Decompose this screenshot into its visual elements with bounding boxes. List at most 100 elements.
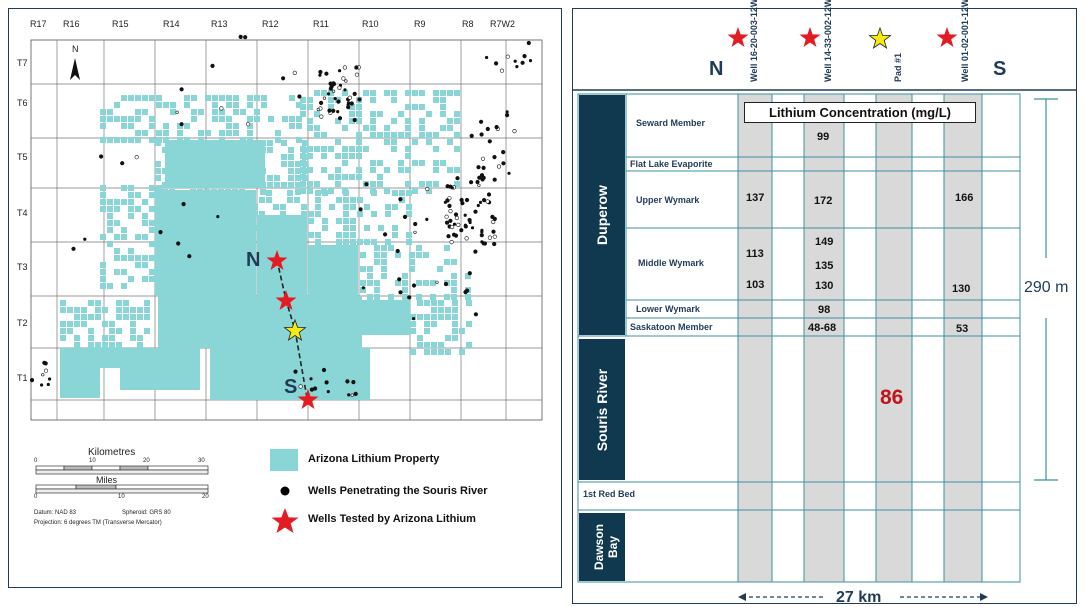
- souris-river-box: [579, 339, 625, 480]
- well-dot: [451, 232, 457, 237]
- property-cell: [466, 300, 472, 306]
- well-dot: [321, 367, 327, 373]
- property-cell: [60, 307, 66, 313]
- property-cell: [419, 160, 425, 166]
- property-cell: [245, 232, 251, 238]
- property-cell: [128, 206, 134, 212]
- property-cell: [252, 204, 258, 210]
- property-cell: [149, 269, 155, 275]
- property-cell: [438, 342, 444, 348]
- property-cell: [135, 255, 141, 261]
- property-cell: [406, 232, 412, 238]
- property-cell: [246, 182, 252, 188]
- datum-text: Datum: NAD 83: [34, 510, 77, 516]
- property-cell: [402, 287, 408, 293]
- property-cell: [300, 174, 306, 180]
- property-cell: [419, 132, 425, 138]
- well-dot: [477, 183, 481, 187]
- property-cell: [424, 328, 430, 334]
- well-dot: [465, 288, 470, 293]
- property-cell: [135, 109, 141, 115]
- well-dot: [158, 230, 163, 235]
- property-cell: [121, 95, 127, 101]
- property-cell: [135, 234, 141, 240]
- property-cell: [423, 252, 429, 258]
- property-cell: [162, 147, 168, 153]
- property-cell: [343, 218, 349, 224]
- property-cell: [95, 300, 101, 306]
- property-cell: [377, 111, 383, 117]
- property-cell: [135, 262, 141, 268]
- property-cell: [100, 199, 106, 205]
- property-cell: [384, 132, 390, 138]
- property-cell: [343, 232, 349, 238]
- property-cell: [424, 321, 430, 327]
- property-cell: [405, 153, 411, 159]
- property-cell: [60, 335, 66, 341]
- property-cell: [392, 232, 398, 238]
- township-label: T7: [17, 58, 28, 68]
- scale-mi-tick: 20: [202, 494, 209, 500]
- property-cell: [212, 102, 218, 108]
- scale-km-tick: 10: [89, 458, 96, 464]
- property-cell: [259, 218, 265, 224]
- property-cell: [371, 239, 377, 245]
- property-cell: [343, 211, 349, 217]
- property-cell: [156, 199, 162, 205]
- property-cell: [370, 125, 376, 131]
- projection-text: Projection: 6 degrees TM (Transverse Mer…: [34, 520, 162, 526]
- scale-mi-tick: 0: [34, 494, 38, 500]
- well-dot: [476, 165, 481, 170]
- well-dot: [473, 312, 479, 317]
- property-cell: [447, 139, 453, 145]
- property-cell: [247, 130, 253, 136]
- value-cell: 113: [746, 248, 764, 260]
- property-cell: [273, 225, 279, 231]
- property-cell: [225, 140, 231, 146]
- well-dot: [453, 212, 459, 217]
- well-dot: [480, 177, 485, 182]
- value-cell: 99: [817, 131, 830, 143]
- township-label: T6: [17, 98, 28, 108]
- property-cell: [377, 160, 383, 166]
- property-cell: [177, 123, 183, 129]
- well-dot: [450, 224, 455, 230]
- property-cell: [137, 307, 143, 313]
- property-cell: [360, 287, 366, 293]
- property-cell: [247, 95, 253, 101]
- property-cell: [440, 111, 446, 117]
- property-cell: [412, 104, 418, 110]
- property-cell: [307, 181, 313, 187]
- property-cell: [60, 349, 66, 355]
- property-cell: [156, 227, 162, 233]
- property-cell: [328, 90, 334, 96]
- property-cell: [410, 349, 416, 355]
- property-cell: [81, 321, 87, 327]
- property-cell: [142, 276, 148, 282]
- north-arrow-icon: [70, 58, 80, 80]
- well-dot: [354, 65, 359, 70]
- property-cell: [128, 116, 134, 122]
- property-cell: [377, 174, 383, 180]
- property-cell: [128, 276, 134, 282]
- property-cell: [410, 321, 416, 327]
- property-cell: [107, 220, 113, 226]
- property-cell: [301, 211, 307, 217]
- member-label: Lower Wymark: [636, 304, 700, 314]
- property-cell: [67, 307, 73, 313]
- property-cell: [451, 287, 457, 293]
- property-cell: [367, 266, 373, 272]
- property-cell: [238, 225, 244, 231]
- property-cell: [100, 206, 106, 212]
- range-label: R17: [30, 19, 47, 29]
- property-cell: [440, 125, 446, 131]
- property-cell: [398, 160, 404, 166]
- property-cell: [349, 146, 355, 152]
- well-dot: [342, 65, 348, 70]
- property-cell: [398, 111, 404, 117]
- property-cell: [224, 190, 230, 196]
- property-cell: [254, 109, 260, 115]
- well-dot: [485, 126, 490, 132]
- property-cell: [342, 153, 348, 159]
- tested-well-star: [297, 389, 319, 409]
